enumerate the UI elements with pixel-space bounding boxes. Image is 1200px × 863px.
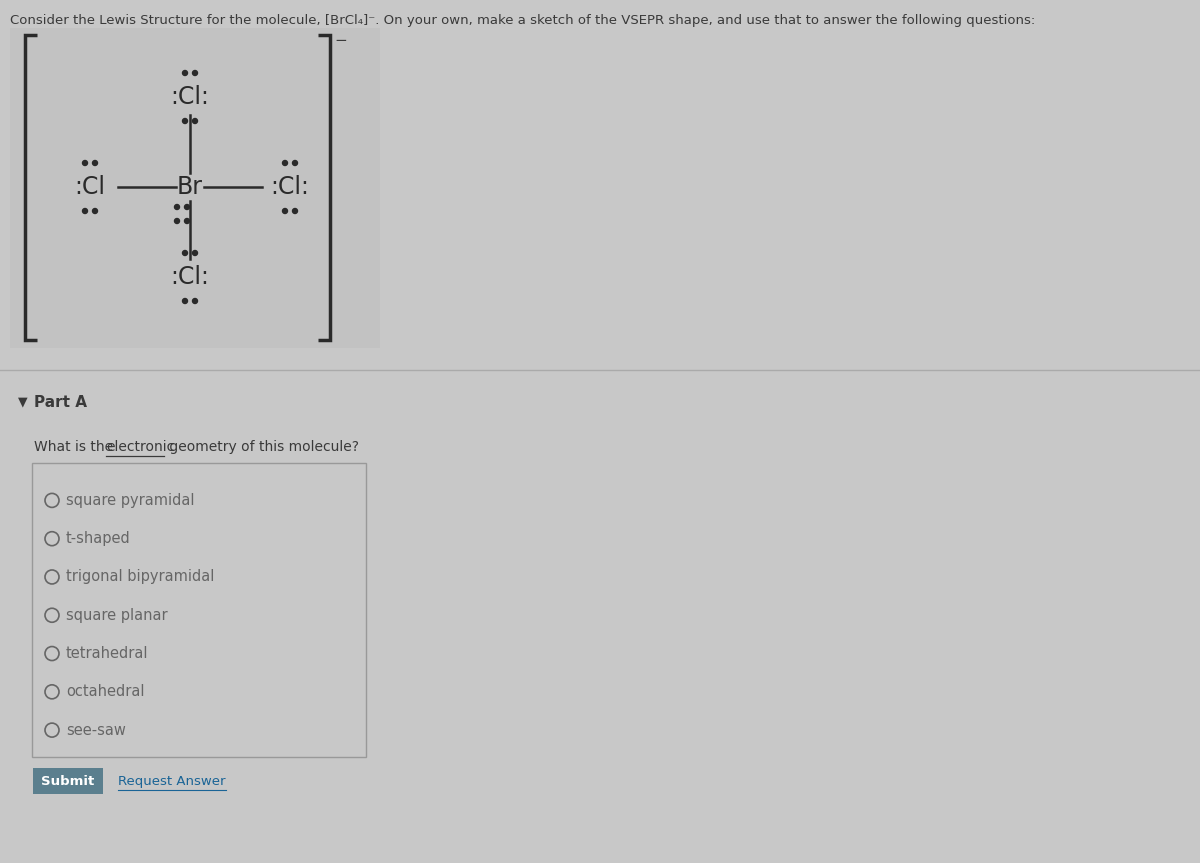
- Text: octahedral: octahedral: [66, 684, 144, 699]
- Text: Part A: Part A: [34, 395, 88, 410]
- Text: :Cl: :Cl: [74, 175, 106, 199]
- Circle shape: [192, 118, 198, 123]
- Text: square planar: square planar: [66, 608, 168, 623]
- Text: :Cl:: :Cl:: [170, 265, 210, 289]
- Text: −: −: [334, 33, 347, 48]
- FancyBboxPatch shape: [10, 28, 380, 348]
- Circle shape: [192, 250, 198, 255]
- Text: Consider the Lewis Structure for the molecule, [BrCl₄]⁻. On your own, make a ske: Consider the Lewis Structure for the mol…: [10, 14, 1036, 27]
- Circle shape: [92, 209, 97, 213]
- Circle shape: [182, 118, 187, 123]
- Circle shape: [83, 209, 88, 213]
- Text: ▼: ▼: [18, 395, 28, 408]
- Circle shape: [282, 161, 288, 166]
- Text: tetrahedral: tetrahedral: [66, 646, 149, 661]
- Text: :Cl:: :Cl:: [270, 175, 310, 199]
- Text: t-shaped: t-shaped: [66, 532, 131, 546]
- Text: see-saw: see-saw: [66, 722, 126, 738]
- Circle shape: [282, 209, 288, 213]
- Circle shape: [182, 250, 187, 255]
- Text: square pyramidal: square pyramidal: [66, 493, 194, 508]
- Text: trigonal bipyramidal: trigonal bipyramidal: [66, 570, 215, 584]
- Text: Br: Br: [178, 175, 203, 199]
- Circle shape: [185, 205, 190, 210]
- Text: :Cl:: :Cl:: [170, 85, 210, 109]
- Circle shape: [174, 218, 180, 224]
- Circle shape: [182, 71, 187, 75]
- Text: Submit: Submit: [41, 774, 95, 788]
- Text: Request Answer: Request Answer: [118, 774, 226, 788]
- Circle shape: [83, 161, 88, 166]
- Text: geometry of this molecule?: geometry of this molecule?: [166, 440, 359, 454]
- Circle shape: [192, 299, 198, 304]
- FancyBboxPatch shape: [32, 463, 366, 757]
- Circle shape: [182, 299, 187, 304]
- Circle shape: [293, 161, 298, 166]
- FancyBboxPatch shape: [34, 768, 103, 794]
- Circle shape: [185, 218, 190, 224]
- Circle shape: [174, 205, 180, 210]
- Circle shape: [293, 209, 298, 213]
- Text: electronic: electronic: [106, 440, 174, 454]
- Circle shape: [92, 161, 97, 166]
- Text: What is the: What is the: [34, 440, 118, 454]
- Circle shape: [192, 71, 198, 75]
